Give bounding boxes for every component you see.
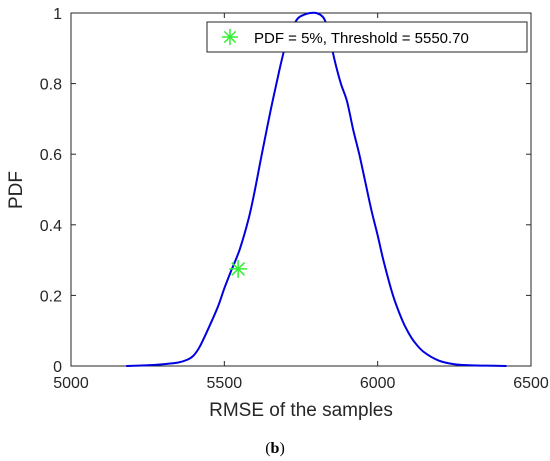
x-tick-label: 5000 xyxy=(53,375,89,392)
y-tick-label: 0.2 xyxy=(40,288,62,305)
curve-layer xyxy=(126,11,507,367)
x-tick-label: 6500 xyxy=(513,375,549,392)
legend-asterisk-icon xyxy=(222,29,238,45)
plot-frame xyxy=(70,12,532,367)
legend-box xyxy=(206,21,528,53)
legend: PDF = 5%, Threshold = 5550.70 xyxy=(206,21,528,53)
caption-letter: b xyxy=(271,440,280,457)
y-tick-label: 0.4 xyxy=(40,218,62,235)
axis-ticks: 5000 5500 6000 6500 0 0.2 0.4 0.6 0.8 1 xyxy=(40,6,549,392)
y-tick-label: 0.8 xyxy=(40,77,62,94)
legend-asterisk xyxy=(222,29,238,45)
pdf-curve xyxy=(126,11,507,367)
legend-label: PDF = 5%, Threshold = 5550.70 xyxy=(254,30,469,47)
figure-caption: (b) xyxy=(265,440,285,457)
threshold-marker xyxy=(229,259,248,278)
y-tick-label: 0 xyxy=(53,359,62,376)
x-axis-title: RMSE of the samples xyxy=(209,400,393,421)
x-tick-label: 5500 xyxy=(207,375,243,392)
x-tick-label: 6000 xyxy=(360,375,396,392)
y-tick-label: 1 xyxy=(53,6,62,23)
marker-layer xyxy=(229,259,248,278)
y-tick-label: 0.6 xyxy=(40,147,62,164)
y-axis-title: PDF xyxy=(6,171,27,209)
